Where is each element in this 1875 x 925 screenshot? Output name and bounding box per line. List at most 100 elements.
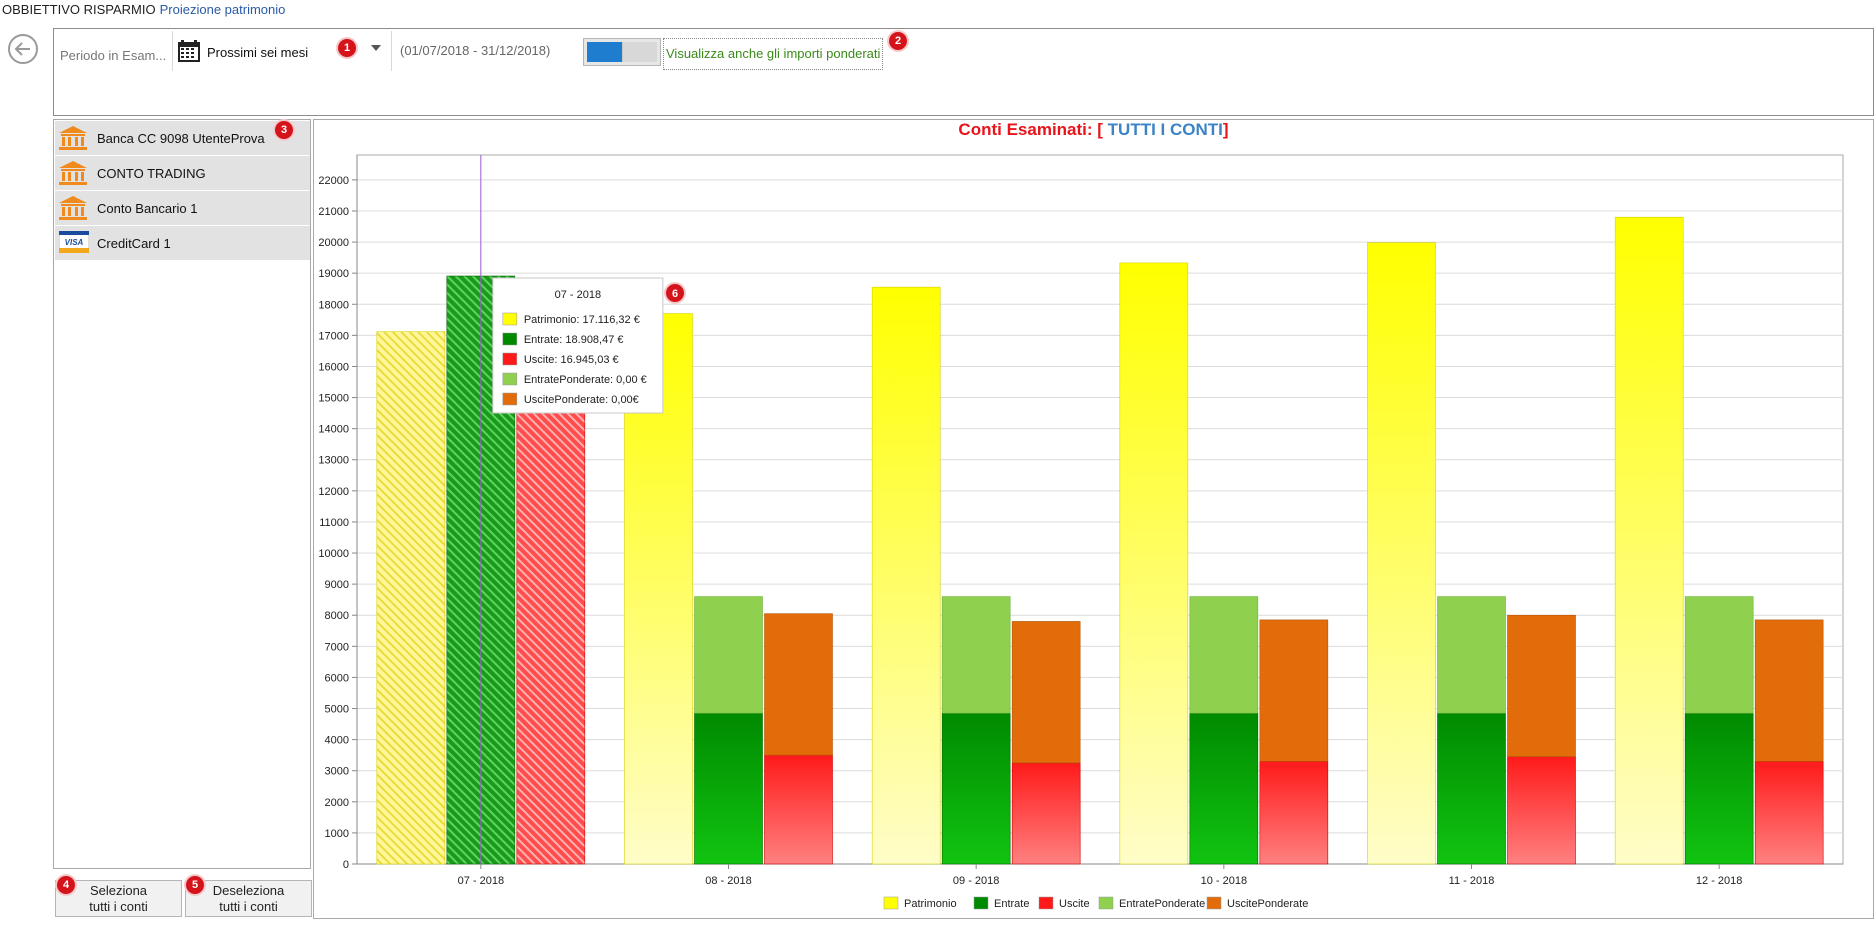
account-item[interactable]: CONTO TRADING [55, 156, 310, 190]
callout-badge-1: 1 [338, 39, 356, 57]
toggle-knob [587, 42, 623, 62]
period-label: Periodo in Esam... [60, 48, 167, 63]
bar-entrate [941, 712, 1011, 865]
bar-usciteponderate [1507, 614, 1576, 758]
bar-usciteponderate [1011, 621, 1081, 764]
bar-patrimonio [1614, 216, 1684, 865]
y-tick-label: 20000 [318, 237, 349, 249]
y-tick-label: 8000 [325, 610, 349, 622]
legend-label: UscitePonderate [1227, 898, 1308, 910]
account-label: CreditCard 1 [97, 236, 171, 251]
weighted-amounts-toggle[interactable] [583, 38, 661, 66]
bar-uscite [1259, 761, 1329, 865]
breadcrumb: OBBIETTIVO RISPARMIO Proiezione patrimoni… [2, 2, 285, 17]
x-tick-label: 07 - 2018 [458, 875, 504, 887]
svg-text:VISA: VISA [65, 238, 84, 247]
tooltip-swatch [502, 372, 518, 386]
tooltip-row: EntratePonderate: 0,00 € [524, 374, 647, 386]
back-button[interactable] [8, 34, 38, 64]
tooltip-swatch [502, 392, 518, 406]
y-tick-label: 17000 [318, 330, 349, 342]
bar-uscite [1754, 761, 1824, 865]
legend-swatch [973, 896, 989, 910]
bar-entrateponderate [1437, 596, 1506, 714]
callout-badge-4: 4 [57, 876, 75, 894]
deselect-all-accounts-button[interactable]: Deseleziona tutti i conti [185, 880, 312, 917]
account-label: CONTO TRADING [97, 166, 206, 181]
chart-title-bracket-close: ] [1222, 120, 1229, 139]
account-item[interactable]: Conto Bancario 1 [55, 191, 310, 225]
bar-patrimonio [376, 331, 446, 865]
x-tick-label: 12 - 2018 [1696, 875, 1742, 887]
chart-title: Conti Esaminati: [ TUTTI I CONTI] [313, 120, 1874, 140]
x-tick-label: 10 - 2018 [1201, 875, 1247, 887]
bar-uscite [764, 754, 833, 865]
legend-swatch [1206, 896, 1222, 910]
account-label: Banca CC 9098 UtenteProva [97, 131, 265, 146]
weighted-amounts-label[interactable]: Visualizza anche gli importi ponderati [663, 38, 884, 70]
legend-label: EntratePonderate [1119, 898, 1205, 910]
breadcrumb-page[interactable]: Proiezione patrimonio [159, 2, 286, 17]
tooltip-row: UscitePonderate: 0,00€ [524, 394, 639, 406]
y-tick-label: 3000 [325, 766, 349, 778]
calendar-icon [178, 40, 200, 62]
legend-swatch [1038, 896, 1054, 910]
y-tick-label: 1000 [325, 828, 349, 840]
bank-icon [59, 126, 87, 150]
callout-badge-5: 5 [186, 876, 204, 894]
y-tick-label: 18000 [318, 299, 349, 311]
breadcrumb-section[interactable]: OBBIETTIVO RISPARMIO [2, 2, 156, 17]
x-tick-label: 08 - 2018 [705, 875, 751, 887]
chart-panel [313, 119, 1874, 919]
y-tick-label: 15000 [318, 393, 349, 405]
visa-card-icon: VISA [59, 231, 89, 253]
tooltip-swatch [502, 332, 518, 346]
y-tick-label: 21000 [318, 206, 349, 218]
legend-label: Uscite [1059, 898, 1090, 910]
x-tick-label: 09 - 2018 [953, 875, 999, 887]
legend-swatch [883, 896, 899, 910]
y-tick-label: 9000 [325, 579, 349, 591]
bar-patrimonio [1367, 242, 1436, 865]
period-range: (01/07/2018 - 31/12/2018) [400, 43, 551, 58]
tooltip-box [492, 277, 664, 414]
filter-panel [53, 28, 1874, 116]
y-tick-label: 7000 [325, 641, 349, 653]
bar-entrate [1189, 712, 1259, 865]
tooltip-swatch [502, 312, 518, 326]
y-tick-label: 19000 [318, 268, 349, 280]
y-tick-label: 0 [343, 859, 349, 871]
callout-badge-6-label: 6 [672, 288, 678, 300]
chevron-down-icon[interactable] [371, 45, 381, 51]
bar-entrate [694, 712, 763, 865]
account-item[interactable]: VISA CreditCard 1 [55, 226, 310, 260]
account-item[interactable]: Banca CC 9098 UtenteProva [55, 121, 310, 155]
select-all-accounts-button[interactable]: Seleziona tutti i conti [55, 880, 182, 917]
tooltip-title: 07 - 2018 [555, 289, 601, 301]
account-label: Conto Bancario 1 [97, 201, 198, 216]
bar-patrimonio [871, 286, 941, 865]
bar-uscite [1011, 762, 1081, 865]
y-tick-label: 6000 [325, 672, 349, 684]
y-tick-label: 16000 [318, 361, 349, 373]
bar-uscite [516, 336, 586, 865]
y-tick-label: 13000 [318, 455, 349, 467]
bar-usciteponderate [1259, 619, 1329, 762]
period-value: Prossimi sei mesi [207, 45, 309, 60]
y-tick-label: 22000 [318, 175, 349, 187]
tooltip-row: Entrate: 18.908,47 € [524, 334, 624, 346]
bar-entrateponderate [1189, 596, 1259, 714]
tooltip-row: Patrimonio: 17.116,32 € [524, 314, 640, 326]
callout-badge-6 [664, 282, 686, 304]
chart-title-prefix: Conti Esaminati: [958, 120, 1098, 139]
bank-icon [59, 161, 87, 185]
y-tick-label: 11000 [319, 517, 349, 529]
period-select[interactable]: Prossimi sei mesi [172, 31, 392, 71]
bar-usciteponderate [764, 613, 833, 756]
arrow-left-icon [14, 42, 30, 56]
bar-uscite [1507, 756, 1576, 865]
tooltip-swatch [502, 352, 518, 366]
y-tick-label: 10000 [318, 548, 349, 560]
y-tick-label: 2000 [325, 797, 349, 809]
